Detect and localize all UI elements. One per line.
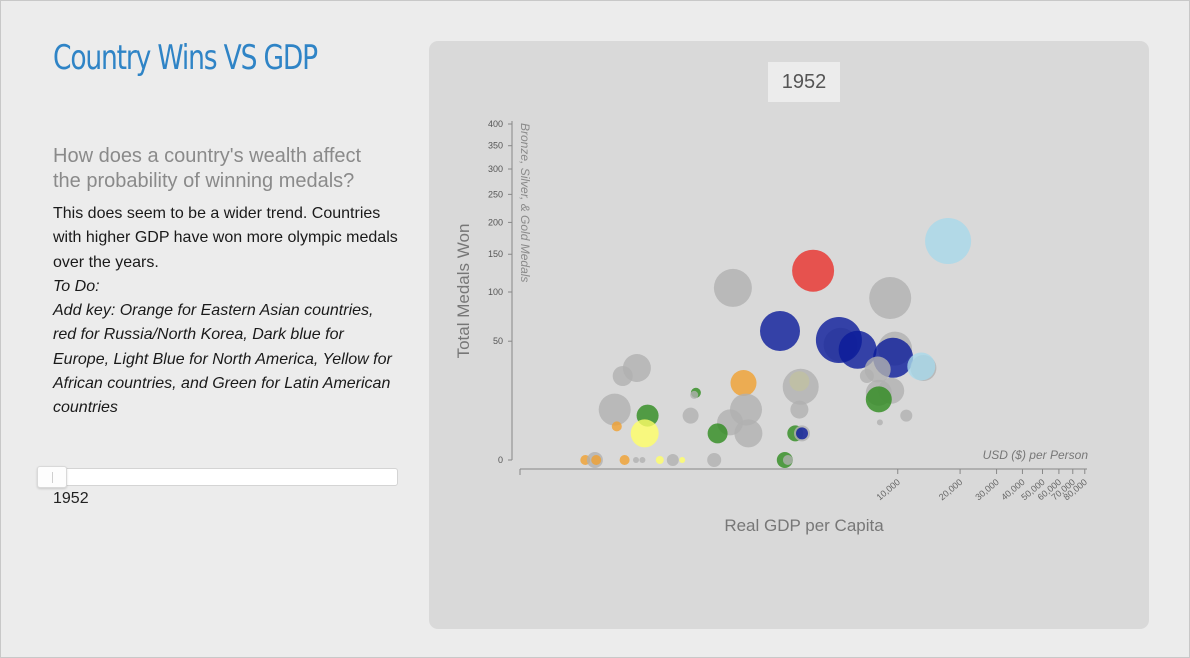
y-tick-label: 0 [498, 455, 503, 465]
bubble-grey [682, 407, 699, 424]
bubble-orange [611, 421, 622, 432]
bubble-grey [713, 268, 752, 307]
bubble-dark_blue [760, 311, 800, 351]
slider-handle[interactable] [37, 466, 67, 488]
bubble-red [792, 249, 835, 292]
chart-year-badge: 1952 [768, 62, 840, 102]
bubble-yellow [655, 456, 664, 464]
y-axis-label: Total Medals Won [454, 224, 473, 359]
year-slider[interactable] [37, 466, 398, 488]
description-plain: This does seem to be a wider trend. [53, 205, 312, 222]
bubble-orange [730, 370, 757, 396]
bubble-dark_blue [838, 330, 877, 369]
y-tick-label: 250 [488, 189, 503, 199]
x-tick-label: 20,000 [937, 477, 965, 502]
bubbles-layer [580, 218, 972, 468]
bubble-grey [900, 409, 913, 422]
y-tick-label: 350 [488, 141, 503, 151]
x-axis-label: Real GDP per Capita [724, 516, 884, 535]
description-emphasis: Countries with higher GDP have won more … [53, 205, 398, 271]
bubble-grey [707, 453, 722, 467]
bubble-grey [782, 368, 819, 405]
todo-text: Add key: Orange for Eastern Asian countr… [53, 302, 392, 417]
x-tick-label: 30,000 [973, 477, 1001, 502]
bubble-chart: 0 50 100 150 200 250 300 350 400 10,000 20,000 30,0… [454, 119, 1089, 535]
bubble-green [865, 386, 892, 413]
question-heading: How does a country's wealth affect the p… [53, 145, 362, 192]
slider-year-label: 1952 [53, 490, 89, 507]
slider-track[interactable] [37, 468, 398, 486]
bubble-grey [612, 366, 633, 386]
y-tick-label: 200 [488, 217, 503, 227]
bubble-light_blue [907, 352, 936, 381]
x-axis-unit: USD ($) per Person [983, 448, 1089, 462]
bubble-grey [633, 457, 639, 463]
y-tick-label: 300 [488, 164, 503, 174]
chart-panel: 1952 0 50 100 150 200 250 300 350 400 10,000 20,00… [429, 41, 1149, 629]
y-axis-sublabel: Bronze, Silver, & Gold Medals [518, 123, 532, 282]
bubble-yellow [630, 419, 659, 448]
todo-label: To Do: [53, 277, 100, 295]
bubble-grey [598, 393, 631, 426]
y-tick-label: 400 [488, 119, 503, 129]
bubble-orange [591, 455, 602, 465]
y-tick-label: 150 [488, 249, 503, 259]
axes-layer: 0 50 100 150 200 250 300 350 400 10,000 20,000 30,0… [488, 119, 1089, 502]
bubble-light_blue [925, 218, 972, 264]
bubble-grey [782, 455, 793, 465]
bubble-grey [666, 454, 679, 466]
bubble-grey [859, 369, 874, 383]
page-title: Country Wins VS GDP [53, 38, 318, 78]
bubble-grey [734, 419, 763, 448]
bubble-grey [690, 390, 699, 399]
bubble-yellow [679, 457, 686, 463]
bubble-green [707, 423, 728, 444]
bubble-grey [790, 400, 809, 419]
bubble-grey [639, 457, 646, 463]
x-tick-label: 10,000 [875, 477, 903, 502]
bubble-grey [876, 419, 883, 426]
bubble-orange [619, 455, 630, 465]
y-tick-label: 100 [488, 287, 503, 297]
y-tick-label: 50 [493, 336, 503, 346]
bubble-grey [869, 277, 912, 319]
bubble-dark_blue [796, 427, 808, 440]
description: This does seem to be a wider trend. Coun… [53, 202, 398, 421]
